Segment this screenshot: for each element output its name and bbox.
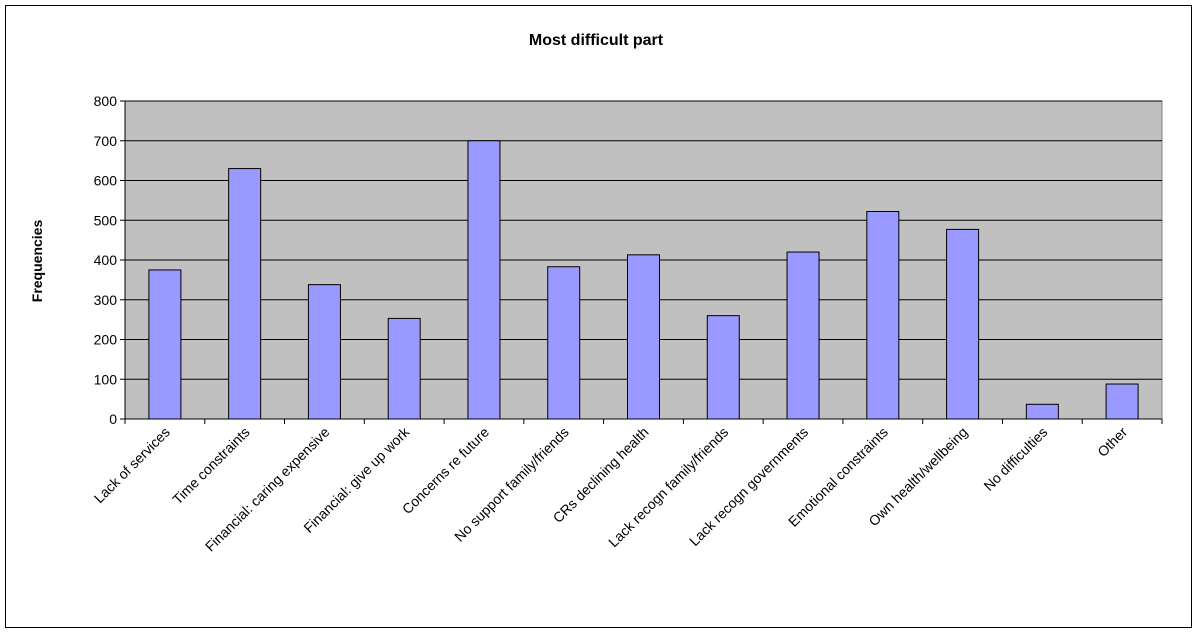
y-tick-label: 400 [94,252,118,268]
x-tick-label: Lack of services [91,424,173,506]
x-tick-label: No difficulties [980,424,1050,494]
bar [148,269,182,420]
y-tick-label: 100 [94,371,118,387]
y-tick-label: 800 [94,93,118,109]
bar [547,266,581,420]
bar [307,284,341,420]
bar [627,254,660,420]
y-axis-ticks: 0 100 200 300 400 500 600 700 800 [94,93,125,427]
y-tick-label: 0 [109,411,117,427]
bar [946,228,980,420]
bar [228,168,262,420]
bars [148,140,1139,420]
bar [467,140,501,420]
x-tick-label: Other [1094,424,1130,460]
bar [786,251,820,420]
x-tick-label: Time constraints [169,424,253,508]
y-tick-label: 300 [94,292,118,308]
y-tick-label: 200 [94,332,118,348]
y-tick-label: 500 [94,212,118,228]
x-axis [124,101,1163,424]
y-axis-label: Frequencies [29,220,45,303]
y-tick-label: 600 [94,173,118,189]
bar [387,317,421,420]
bar [866,211,900,420]
bar [1105,383,1139,420]
bar [706,315,740,420]
chart-title: Most difficult part [529,32,664,49]
y-tick-label: 700 [94,133,118,149]
x-tick-label: Concerns re future [399,424,492,517]
bar [1025,403,1059,420]
